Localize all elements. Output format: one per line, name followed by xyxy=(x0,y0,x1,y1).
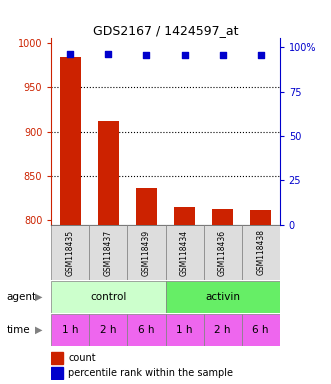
Bar xyxy=(89,314,127,346)
Text: ▶: ▶ xyxy=(35,325,42,335)
Point xyxy=(68,51,73,58)
Title: GDS2167 / 1424597_at: GDS2167 / 1424597_at xyxy=(93,24,238,37)
Bar xyxy=(51,314,89,346)
Point xyxy=(144,52,149,58)
Bar xyxy=(51,281,166,313)
Bar xyxy=(242,225,280,280)
Bar xyxy=(89,225,127,280)
Text: agent: agent xyxy=(7,292,37,302)
Bar xyxy=(51,225,89,280)
Text: 6 h: 6 h xyxy=(138,325,155,335)
Point xyxy=(106,51,111,58)
Bar xyxy=(127,225,166,280)
Bar xyxy=(51,367,63,379)
Bar xyxy=(166,314,204,346)
Bar xyxy=(204,225,242,280)
Text: GSM118439: GSM118439 xyxy=(142,229,151,276)
Text: GSM118435: GSM118435 xyxy=(66,229,75,276)
Text: 2 h: 2 h xyxy=(100,325,117,335)
Text: GSM118436: GSM118436 xyxy=(218,229,227,276)
Text: GSM118434: GSM118434 xyxy=(180,229,189,276)
Bar xyxy=(166,281,280,313)
Text: activin: activin xyxy=(205,292,240,302)
Bar xyxy=(98,121,119,225)
Point xyxy=(220,52,225,58)
Bar xyxy=(127,314,166,346)
Text: 2 h: 2 h xyxy=(214,325,231,335)
Text: control: control xyxy=(90,292,126,302)
Text: 6 h: 6 h xyxy=(253,325,269,335)
Bar xyxy=(250,210,271,225)
Bar xyxy=(51,353,63,364)
Point xyxy=(182,52,187,58)
Point xyxy=(258,52,263,58)
Text: time: time xyxy=(7,325,30,335)
Text: 1 h: 1 h xyxy=(62,325,78,335)
Text: GSM118437: GSM118437 xyxy=(104,229,113,276)
Bar xyxy=(136,188,157,225)
Bar xyxy=(204,314,242,346)
Text: percentile rank within the sample: percentile rank within the sample xyxy=(69,368,233,378)
Text: ▶: ▶ xyxy=(35,292,42,302)
Bar xyxy=(174,207,195,225)
Bar xyxy=(212,209,233,225)
Bar xyxy=(166,225,204,280)
Bar xyxy=(60,57,81,225)
Bar xyxy=(242,314,280,346)
Text: count: count xyxy=(69,353,96,363)
Text: 1 h: 1 h xyxy=(176,325,193,335)
Text: GSM118438: GSM118438 xyxy=(256,230,265,275)
